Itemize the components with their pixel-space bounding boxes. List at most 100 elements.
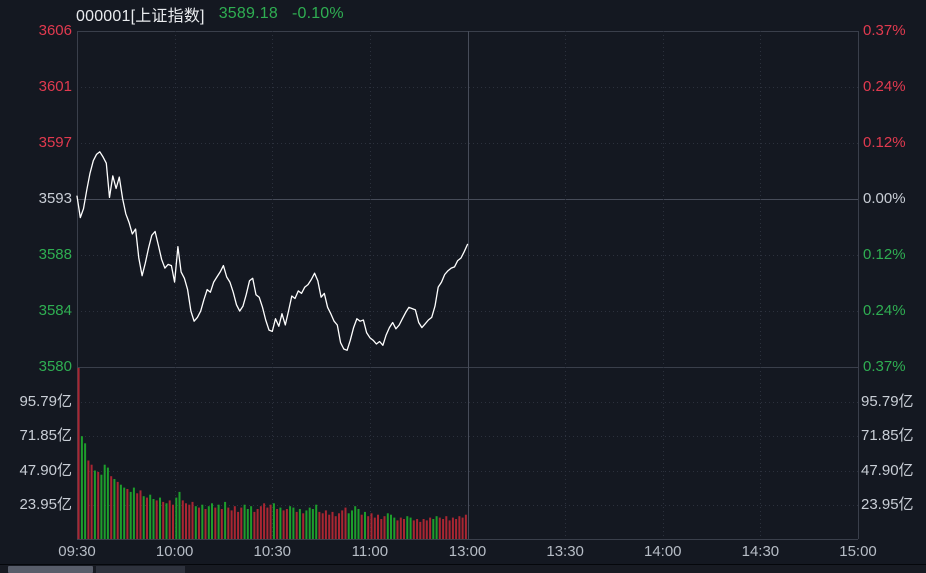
volume-bar (194, 506, 197, 539)
volume-bar (256, 509, 259, 539)
volume-bar (207, 506, 210, 539)
volume-tick: 95.79亿 (19, 393, 72, 411)
volume-bar (237, 511, 240, 539)
volume-bar (321, 513, 324, 539)
volume-bar (113, 479, 116, 539)
volume-bar (214, 507, 217, 539)
change-percent: -0.10% (291, 5, 344, 22)
volume-bar (292, 507, 295, 539)
volume-bar (243, 504, 246, 539)
volume-bar (110, 476, 113, 539)
percent-tick: 0.00% (863, 190, 906, 207)
volume-bar (259, 506, 262, 539)
volume-bar (429, 517, 432, 539)
volume-bar (354, 506, 357, 539)
volume-bar (377, 514, 379, 539)
volume-bar (383, 516, 386, 539)
volume-bar (139, 490, 142, 539)
volume-bar (334, 516, 337, 539)
volume-bar (103, 464, 106, 539)
volume-bar (246, 509, 249, 539)
price-tick: 3588 (38, 246, 72, 263)
volume-bar (136, 493, 139, 539)
volume-bar (146, 497, 148, 539)
time-tick: 10:00 (155, 543, 194, 560)
volume-bar (464, 514, 467, 539)
volume-tick: 23.95亿 (19, 495, 72, 513)
symbol-label: 000001[上证指数] (76, 8, 205, 25)
volume-bar (129, 491, 132, 539)
volume-bar (106, 467, 109, 539)
volume-bar (285, 509, 288, 539)
volume-bar (152, 499, 155, 539)
volume-bar (338, 513, 340, 539)
scrollbar-track-segment (96, 566, 185, 573)
time-tick: 13:00 (448, 543, 487, 560)
volume-bar (364, 511, 366, 539)
last-price: 3589.18 (218, 5, 278, 22)
volume-bar (403, 519, 405, 539)
percent-tick: 0.12% (863, 246, 906, 263)
volume-bar (172, 504, 174, 539)
volume-bar (97, 471, 100, 539)
scrollbar-thumb[interactable] (8, 566, 93, 573)
volume-bar (380, 519, 383, 539)
volume-bar (341, 510, 344, 539)
volume-bar (201, 504, 204, 539)
volume-bar (438, 517, 441, 539)
volume-bar (360, 514, 363, 539)
volume-bar (80, 436, 83, 539)
volume-bar (373, 517, 376, 539)
volume-tick: 71.85亿 (19, 427, 72, 445)
volume-bar (263, 503, 266, 539)
time-tick: 09:30 (58, 543, 96, 560)
volume-bar (175, 497, 178, 539)
volume-bar (77, 368, 80, 539)
volume-bar (230, 510, 233, 539)
time-tick: 10:30 (253, 543, 292, 560)
volume-bar (412, 520, 415, 539)
volume-tick: 47.90亿 (861, 461, 914, 479)
volume-bar (298, 509, 301, 539)
volume-bar (422, 519, 425, 539)
volume-bar (357, 509, 360, 539)
volume-tick: 47.90亿 (19, 461, 72, 479)
time-tick: 13:30 (546, 543, 584, 560)
volume-bar (188, 504, 191, 539)
volume-bar (93, 470, 96, 539)
volume-bar (308, 507, 311, 539)
volume-bar (279, 507, 282, 539)
volume-bar (240, 507, 243, 539)
volume-bar (396, 520, 399, 539)
volume-bar (217, 504, 220, 539)
volume-bar (185, 503, 187, 539)
volume-bar (318, 511, 321, 539)
volume-bar (165, 503, 168, 539)
price-tick: 3593 (38, 190, 72, 207)
chart-header: 000001[上证指数] 3589.18 -0.10% (76, 3, 344, 25)
volume-bar (282, 510, 285, 539)
volume-bar (458, 516, 461, 539)
volume-bar (116, 481, 119, 539)
volume-bar (155, 500, 158, 539)
volume-bar (204, 509, 207, 539)
volume-bar (393, 517, 396, 539)
volume-bar (386, 513, 389, 539)
volume-bar (149, 494, 152, 539)
volume-bar (178, 491, 181, 539)
volume-bar (266, 507, 269, 539)
volume-bar (272, 503, 275, 539)
volume-bar (302, 513, 305, 539)
volume-bar (162, 501, 165, 539)
horizontal-scrollbar[interactable] (0, 564, 926, 573)
volume-bar (181, 500, 184, 539)
volume-bar (220, 509, 223, 539)
volume-bar (448, 520, 451, 539)
volume-bar (233, 506, 236, 539)
percent-tick: 0.24% (863, 302, 906, 319)
volume-bar (331, 511, 334, 539)
volume-bar (90, 464, 93, 539)
price-tick: 3606 (38, 22, 72, 39)
volume-bar (305, 510, 308, 539)
